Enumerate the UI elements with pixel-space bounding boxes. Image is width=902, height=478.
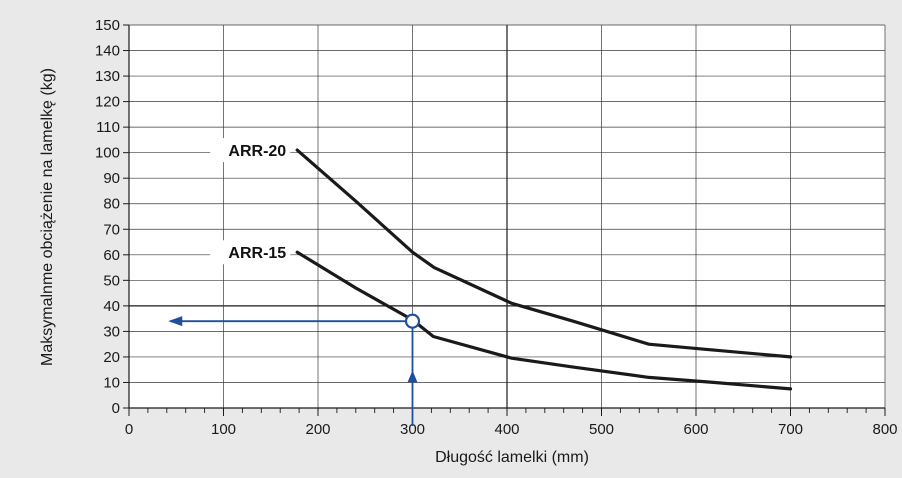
x-tick-label: 300	[400, 421, 425, 438]
series-label: ARR-15	[228, 245, 286, 262]
series: ARR-20 ARR-15	[210, 138, 793, 391]
x-tick-label: 400	[494, 421, 519, 438]
y-tick-label: 130	[95, 68, 120, 85]
y-tick-label: 10	[103, 374, 120, 391]
x-tick-label: 600	[683, 421, 708, 438]
y-tick-label: 90	[103, 170, 120, 187]
y-tick-label: 0	[112, 400, 120, 417]
series-label-box	[210, 240, 291, 265]
y-tick-label: 20	[103, 349, 120, 366]
grid	[129, 24, 886, 409]
y-tick-label: 50	[103, 272, 120, 289]
x-tick-label: 100	[211, 421, 236, 438]
series-line	[295, 250, 793, 391]
y-tick-label: 40	[103, 298, 120, 315]
intersection-marker	[404, 313, 421, 329]
y-tick-label: 30	[103, 323, 120, 340]
y-tick-label: 70	[103, 221, 120, 238]
x-tick-label: 200	[305, 421, 330, 438]
y-tick-label: 110	[96, 119, 120, 136]
series-label: ARR-20	[228, 143, 286, 160]
x-tick-label: 500	[589, 421, 614, 438]
y-tick-label: 140	[95, 43, 120, 60]
x-axis-label: Długość lamelki (mm)	[435, 449, 589, 466]
x-tick-label: 700	[778, 421, 803, 438]
y-axis-label: Maksymalnme obciążenie na lamelkę (kg)	[39, 68, 56, 366]
y-tick-label: 60	[103, 247, 120, 264]
y-tick-label: 120	[95, 94, 120, 111]
arrow-up-icon	[407, 370, 418, 383]
y-tick-label: 80	[103, 196, 120, 213]
arrow-left-icon	[168, 316, 183, 327]
axes: 0 10 20 30 40 50 60 70 80 90 100 110 120 130 140 150 0 10…	[95, 17, 898, 438]
y-tick-label: 150	[95, 17, 120, 34]
series-line	[295, 148, 793, 359]
annotation	[168, 313, 421, 426]
y-tick-label: 100	[95, 145, 120, 162]
series-label-box	[210, 138, 291, 163]
x-tick-label: 800	[872, 421, 897, 438]
x-tick-label: 0	[125, 421, 133, 438]
